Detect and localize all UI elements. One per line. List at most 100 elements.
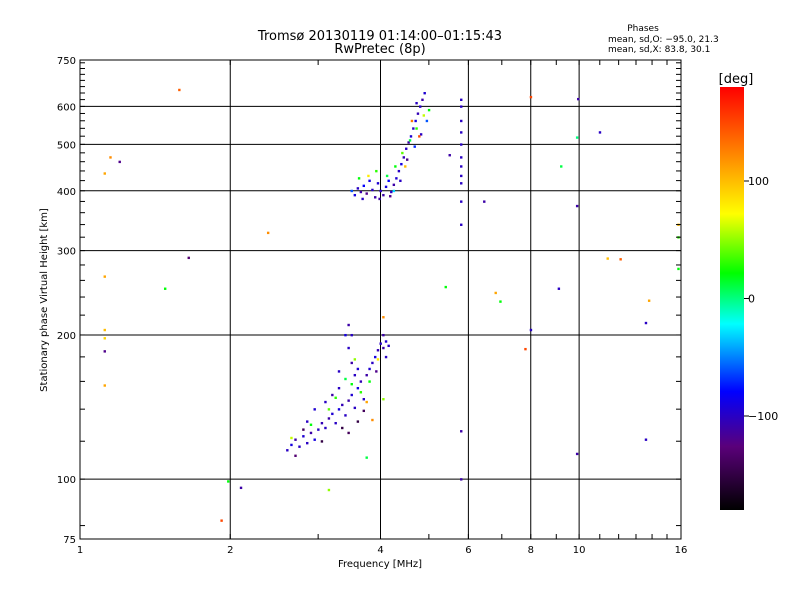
data-point <box>353 193 357 197</box>
data-point <box>306 441 309 445</box>
data-point <box>290 436 293 440</box>
y-tick-label: 200 <box>57 331 76 342</box>
x-tick-label: 1 <box>77 545 83 556</box>
data-point <box>375 169 378 173</box>
data-point <box>324 400 327 404</box>
data-point <box>448 154 451 157</box>
data-point <box>379 189 382 193</box>
data-point <box>350 189 353 193</box>
data-point <box>460 143 463 146</box>
data-point <box>239 486 243 490</box>
data-point <box>395 177 398 180</box>
data-point <box>416 112 420 115</box>
y-tick-label: 75 <box>63 535 76 546</box>
y-tick-label: 500 <box>57 140 76 151</box>
data-point <box>460 182 463 185</box>
data-point <box>371 418 374 422</box>
data-point <box>353 406 357 410</box>
data-point <box>337 370 341 373</box>
data-point <box>405 158 409 161</box>
data-point <box>460 131 463 134</box>
data-point <box>298 445 301 448</box>
data-point <box>306 420 309 423</box>
data-point <box>385 174 389 178</box>
data-point <box>344 333 347 337</box>
data-point <box>598 131 602 134</box>
data-point <box>376 358 380 361</box>
data-point <box>353 373 357 377</box>
data-point <box>382 193 385 197</box>
data-point <box>401 151 404 155</box>
data-point <box>317 428 320 431</box>
data-point <box>178 88 181 92</box>
y-tick-label: 300 <box>57 247 76 258</box>
chart-subtitle: RwPretec (8p) <box>334 42 425 57</box>
data-point <box>294 454 297 457</box>
data-point <box>382 346 385 350</box>
data-point <box>356 386 360 390</box>
data-point <box>382 333 385 337</box>
data-point <box>327 408 331 411</box>
data-point <box>365 373 368 377</box>
data-point <box>387 179 390 183</box>
data-point <box>350 333 353 337</box>
data-point <box>368 179 371 183</box>
y-tick-label: 100 <box>57 475 76 486</box>
data-point <box>187 256 190 260</box>
data-point <box>371 188 374 192</box>
data-point <box>341 426 344 430</box>
data-point <box>392 183 396 187</box>
colorbar-tick-label: 100 <box>748 175 769 188</box>
data-point <box>524 347 527 351</box>
data-point <box>408 139 412 142</box>
data-point <box>421 98 424 101</box>
data-point <box>397 169 401 173</box>
data-point <box>376 182 380 185</box>
data-point <box>560 165 563 168</box>
data-point <box>376 349 380 352</box>
data-point <box>460 105 463 108</box>
data-point <box>418 135 421 138</box>
data-point <box>389 195 392 198</box>
data-point <box>394 165 397 168</box>
x-tick-label: 10 <box>573 545 586 556</box>
phases-title: Phases <box>627 24 659 34</box>
data-point <box>407 141 410 144</box>
data-point <box>404 165 407 168</box>
data-point <box>460 223 463 226</box>
data-point <box>337 386 341 390</box>
data-point <box>359 380 363 383</box>
data-point <box>419 105 422 108</box>
data-point <box>529 95 533 99</box>
data-point <box>371 361 374 365</box>
data-point <box>320 421 324 425</box>
chart-title: Tromsø 20130119 01:14:00–01:15:43 <box>257 29 502 44</box>
data-point <box>577 97 580 101</box>
data-point <box>337 408 341 411</box>
data-point <box>353 358 357 361</box>
data-point <box>331 393 334 397</box>
colorbar-ticks: 100 0 −100 <box>744 175 778 423</box>
y-axis-label: Stationary phase Virtual Height [km] <box>39 208 50 392</box>
data-point <box>384 355 388 359</box>
data-point <box>356 420 360 423</box>
data-point <box>375 370 378 373</box>
data-point <box>362 398 366 401</box>
x-tick-label: 2 <box>227 545 233 556</box>
x-tick-label: 4 <box>377 545 383 556</box>
data-point <box>365 456 368 459</box>
data-point <box>382 316 385 319</box>
x-tick-label: 16 <box>675 545 688 556</box>
data-point <box>419 133 423 136</box>
data-point <box>444 285 447 289</box>
data-point <box>405 147 408 150</box>
data-point <box>357 177 361 180</box>
data-point <box>425 119 429 123</box>
data-point <box>118 160 121 164</box>
data-point <box>422 114 426 117</box>
data-point <box>460 156 463 159</box>
data-point <box>286 449 289 452</box>
data-point <box>220 519 223 522</box>
data-point <box>350 382 353 386</box>
data-point <box>347 431 350 435</box>
